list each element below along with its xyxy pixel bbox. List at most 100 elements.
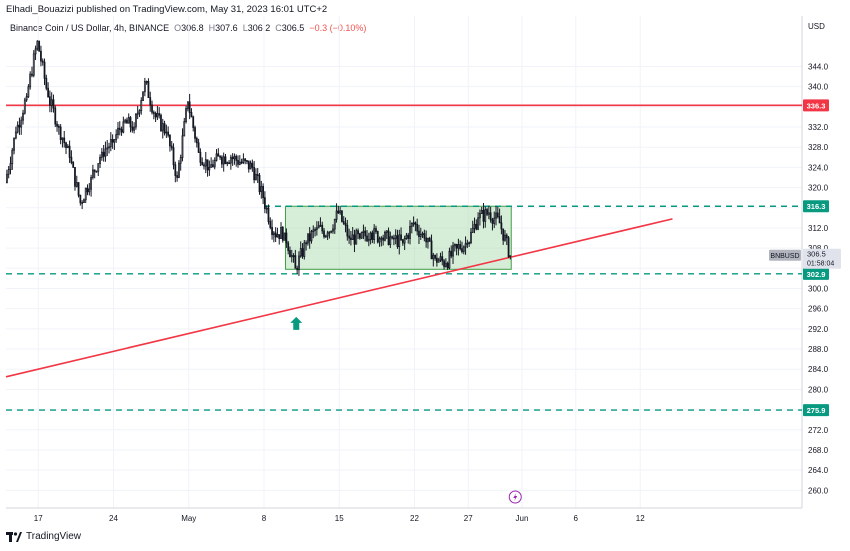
- candle-body: [190, 112, 193, 118]
- candle-body: [138, 110, 141, 114]
- x-tick-label: 24: [109, 514, 118, 523]
- candle-body: [281, 227, 284, 241]
- candle-body: [18, 124, 21, 128]
- candle-body: [127, 117, 130, 124]
- candle-body: [197, 142, 200, 153]
- candle-body: [108, 146, 110, 149]
- candle-body: [432, 254, 435, 260]
- candle-body: [455, 243, 458, 249]
- countdown-label: 01:58:04: [807, 261, 834, 268]
- candle-body: [97, 163, 100, 172]
- candle-body: [72, 162, 75, 168]
- candle-body: [135, 114, 137, 128]
- candle-body: [41, 60, 44, 63]
- candle-body: [387, 230, 390, 245]
- candle-body: [437, 259, 440, 263]
- last-price-tag: [803, 248, 841, 269]
- candle-body: [149, 97, 152, 106]
- candle-body: [471, 227, 474, 233]
- candle-body: [95, 170, 98, 173]
- candle-body: [186, 101, 189, 109]
- candle-body: [314, 229, 316, 231]
- candle-body: [405, 234, 408, 239]
- level-tag: [803, 404, 829, 417]
- candle-body: [324, 235, 327, 238]
- candle-body: [229, 156, 232, 164]
- candle-body: [376, 231, 379, 243]
- candle-body: [54, 107, 57, 125]
- candle-body: [468, 242, 471, 245]
- candle-body: [9, 163, 12, 170]
- candle-body: [371, 232, 374, 240]
- candle-body: [88, 188, 91, 193]
- last-price-label: 306.5: [807, 250, 826, 259]
- candle-body: [251, 162, 254, 168]
- candle-body: [434, 254, 436, 259]
- candle-body: [428, 237, 431, 242]
- candle-body: [473, 223, 476, 229]
- candle-body: [341, 210, 343, 222]
- candle-body: [126, 119, 128, 124]
- open-label: O: [174, 23, 182, 33]
- x-tick-label: 8: [262, 514, 267, 523]
- candle-body: [222, 156, 225, 165]
- candle-body: [172, 147, 175, 166]
- candle-body: [14, 131, 17, 139]
- candle-body: [308, 233, 311, 242]
- candle-body: [443, 260, 445, 267]
- candle-body: [118, 127, 121, 130]
- candle-body: [136, 112, 139, 115]
- candle-body: [99, 156, 101, 165]
- candle-body: [74, 167, 76, 187]
- candle-body: [416, 224, 419, 232]
- candle-body: [482, 210, 485, 222]
- candle-body: [301, 248, 304, 257]
- candle-body: [290, 255, 293, 258]
- candle-body: [450, 250, 453, 257]
- candle-body: [283, 232, 286, 241]
- candle-body: [419, 234, 422, 237]
- candle-body: [131, 126, 134, 131]
- candle-body: [233, 155, 236, 160]
- y-tick-label: 268.0: [808, 446, 829, 455]
- candle-body: [40, 50, 42, 62]
- candle-body: [152, 111, 155, 114]
- candle-body: [45, 77, 48, 89]
- candle-body: [453, 243, 456, 247]
- candle-body: [292, 255, 295, 257]
- candle-body: [264, 197, 266, 209]
- x-tick-label: May: [181, 514, 196, 523]
- candle-body: [466, 242, 469, 245]
- candle-body: [84, 187, 87, 201]
- candle-body: [403, 238, 406, 244]
- candle-body: [480, 210, 483, 214]
- footer-brand: TradingView: [26, 531, 82, 542]
- low-value: 306.2: [247, 23, 271, 33]
- candle-body: [219, 155, 221, 158]
- y-tick-label: 264.0: [808, 466, 829, 475]
- candle-body: [489, 212, 492, 221]
- candle-body: [289, 250, 291, 258]
- level-tag-label: 275.9: [807, 406, 826, 415]
- candle-body: [380, 237, 383, 240]
- candle-body: [16, 124, 19, 133]
- level-tag: [803, 200, 829, 213]
- candle-body: [104, 148, 107, 157]
- y-tick-label: 260.0: [808, 486, 829, 495]
- candle-body: [448, 250, 451, 269]
- publisher-text: Elhadi_Bouazizi published on TradingView…: [6, 4, 328, 15]
- candle-body: [400, 234, 402, 240]
- candle-body: [367, 238, 370, 242]
- candle-body: [495, 212, 497, 219]
- candle-body: [398, 234, 401, 248]
- candle-body: [183, 121, 186, 137]
- candle-body: [228, 162, 230, 165]
- candle-body: [346, 224, 349, 237]
- y-tick-label: 272.0: [808, 426, 829, 435]
- candle-body: [393, 237, 395, 240]
- candle-body: [430, 240, 433, 260]
- candle-body: [500, 222, 503, 230]
- candle-body: [194, 127, 196, 139]
- candle-body: [7, 169, 10, 175]
